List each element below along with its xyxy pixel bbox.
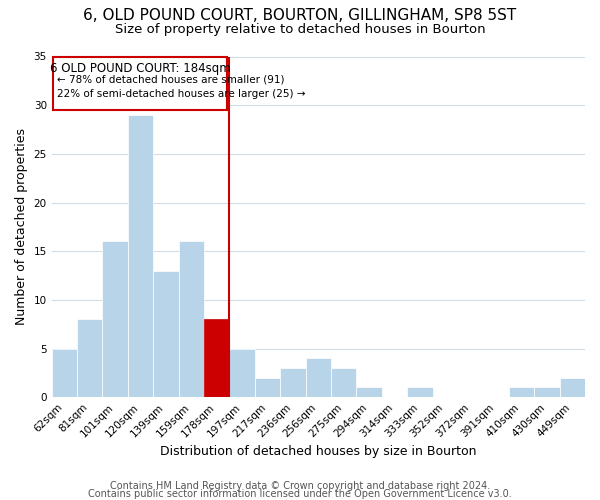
Bar [356, 388, 382, 397]
Bar [280, 368, 305, 397]
Text: Contains HM Land Registry data © Crown copyright and database right 2024.: Contains HM Land Registry data © Crown c… [110, 481, 490, 491]
Text: Contains public sector information licensed under the Open Government Licence v3: Contains public sector information licen… [88, 489, 512, 499]
Bar [204, 320, 229, 397]
Text: 6, OLD POUND COURT, BOURTON, GILLINGHAM, SP8 5ST: 6, OLD POUND COURT, BOURTON, GILLINGHAM,… [83, 8, 517, 22]
Text: Size of property relative to detached houses in Bourton: Size of property relative to detached ho… [115, 22, 485, 36]
Bar [509, 388, 534, 397]
Bar [179, 242, 204, 397]
Bar [128, 115, 153, 397]
Bar [534, 388, 560, 397]
Bar [331, 368, 356, 397]
Text: 22% of semi-detached houses are larger (25) →: 22% of semi-detached houses are larger (… [57, 88, 305, 99]
Text: 6 OLD POUND COURT: 184sqm: 6 OLD POUND COURT: 184sqm [50, 62, 230, 76]
Bar [560, 378, 585, 397]
Bar [77, 320, 103, 397]
Bar [103, 242, 128, 397]
Bar [229, 348, 255, 397]
Y-axis label: Number of detached properties: Number of detached properties [15, 128, 28, 326]
Text: ← 78% of detached houses are smaller (91): ← 78% of detached houses are smaller (91… [57, 74, 284, 84]
Bar [52, 348, 77, 397]
Bar [153, 270, 179, 397]
Bar [407, 388, 433, 397]
FancyBboxPatch shape [53, 56, 227, 110]
Bar [255, 378, 280, 397]
Bar [305, 358, 331, 397]
X-axis label: Distribution of detached houses by size in Bourton: Distribution of detached houses by size … [160, 444, 476, 458]
